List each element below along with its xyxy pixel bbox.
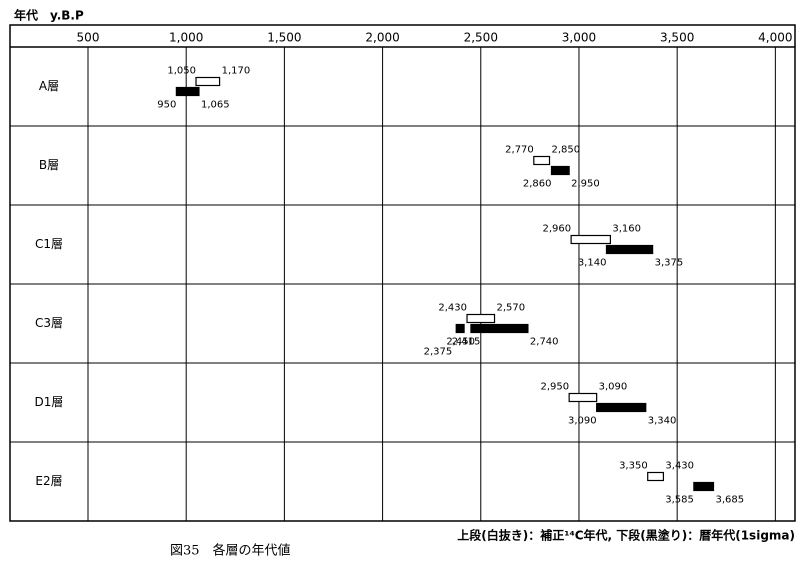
category-label: C3層 [35,316,63,330]
value-label: 3,340 [648,416,677,427]
value-label: 3,685 [715,495,744,506]
category-label: D1層 [35,395,64,409]
legend-note: 上段(白抜き)：補正¹⁴C年代, 下段(黒塗り)：暦年代(1sigma) [457,528,795,543]
range-bar [470,323,529,334]
value-label: 1,065 [201,100,230,111]
x-tick-label: 2,500 [464,31,498,45]
value-label: 950 [157,100,176,111]
x-tick-label: 3,000 [562,31,596,45]
value-label: 3,090 [599,382,628,393]
range-bar [533,155,551,166]
range-bar [195,76,221,87]
x-tick-label: 1,000 [169,31,203,45]
value-label: 2,570 [497,303,526,314]
frame [9,24,796,522]
axis-unit: y.B.P [50,9,84,23]
value-label: 3,375 [655,258,684,269]
value-label: 1,050 [167,66,196,77]
category-label: C1層 [35,237,63,251]
category-label: A層 [39,79,59,93]
value-label: 2,415 [452,337,481,348]
range-bar [605,244,654,255]
value-label: 2,850 [552,145,581,156]
value-label: 2,950 [541,382,570,393]
range-bar [550,165,570,176]
value-label: 2,860 [523,179,552,190]
value-label: 2,740 [530,337,559,348]
value-label: 2,450 [446,337,475,348]
range-bar [466,313,496,324]
value-label: 3,160 [612,224,641,235]
axis-title: 年代 [14,8,38,23]
value-label: 3,430 [665,461,694,472]
x-tick-label: 1,500 [267,31,301,45]
value-label: 3,585 [665,495,694,506]
x-tick-label: 2,000 [365,31,399,45]
value-label: 1,170 [222,66,251,77]
value-label: 2,770 [505,145,534,156]
range-bar [647,471,665,482]
value-label: 3,350 [619,461,648,472]
value-label: 3,140 [578,258,607,269]
value-label: 2,430 [438,303,467,314]
range-bar [455,323,465,334]
value-label: 3,090 [568,416,597,427]
range-bar [175,86,200,97]
range-bar [596,402,647,413]
caption: 図35 各層の年代値 [170,543,291,559]
x-tick-label: 4,000 [758,31,792,45]
value-label: 2,950 [571,179,600,190]
value-label: 2,960 [542,224,571,235]
category-label: B層 [39,158,59,172]
category-label: E2層 [35,474,62,488]
range-bar [570,234,611,245]
range-bar [568,392,598,403]
x-tick-label: 3,500 [660,31,694,45]
x-tick-label: 500 [77,31,100,45]
range-bar [693,481,715,492]
value-label: 2,375 [424,347,453,358]
